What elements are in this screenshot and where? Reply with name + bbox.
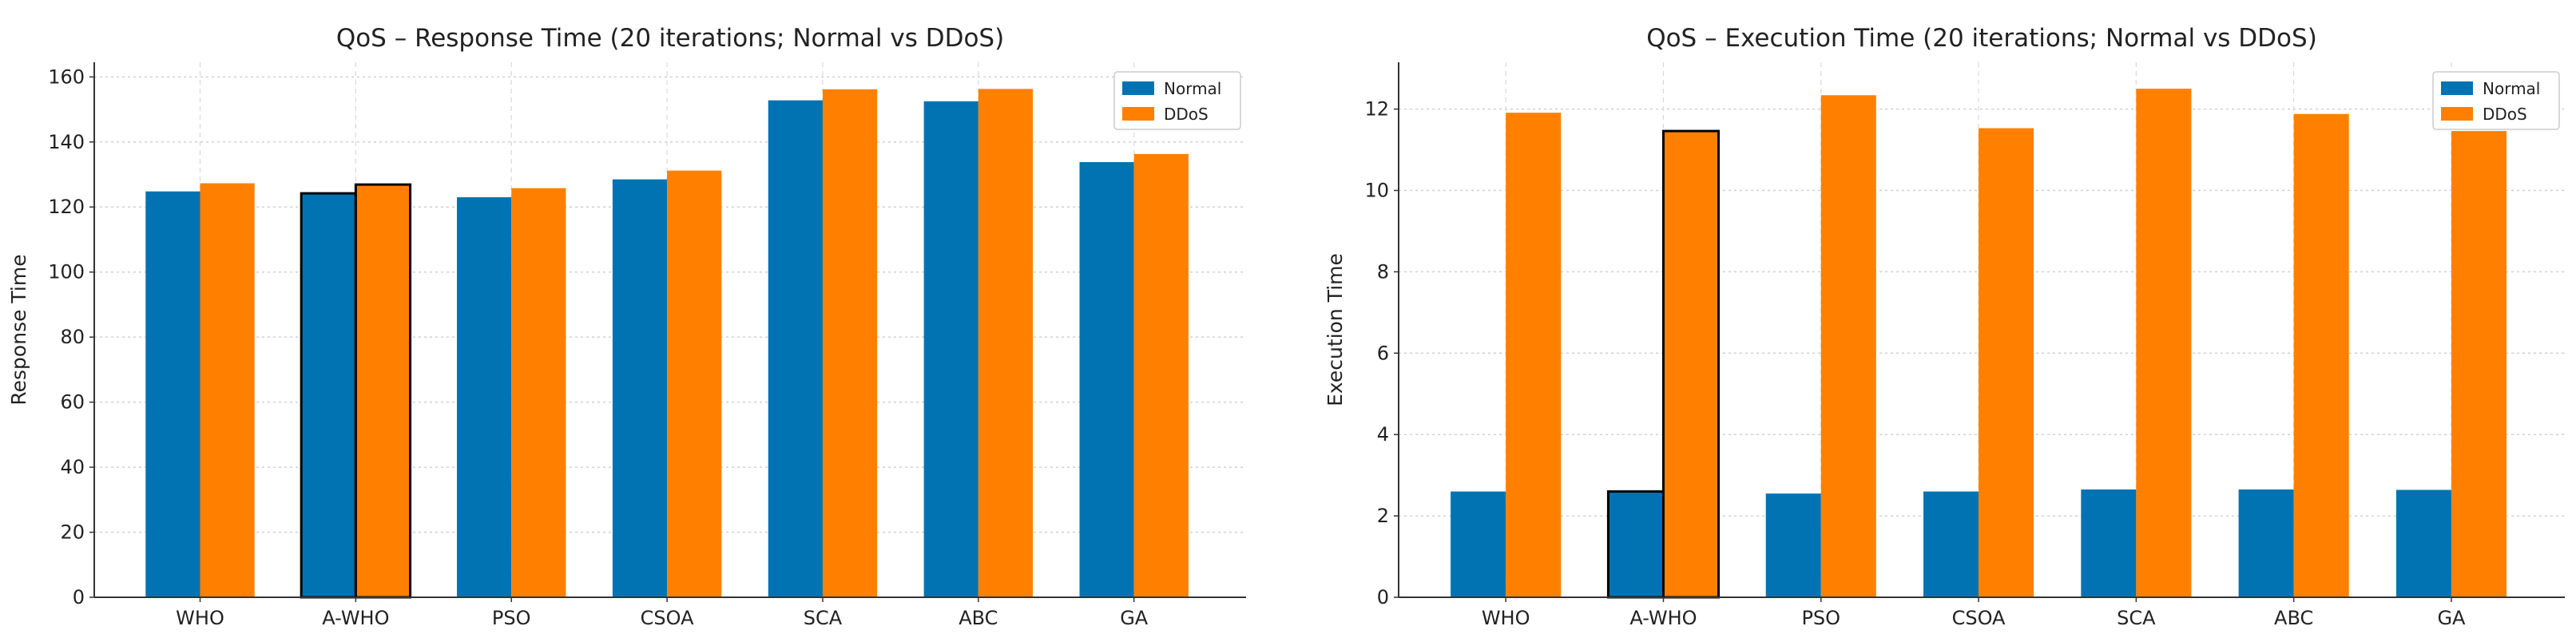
- bar-normal-pso: [1765, 493, 1821, 597]
- bar-ddos-sca: [822, 89, 878, 597]
- y-tick-label: 6: [1377, 342, 1389, 364]
- x-tick-label: CSOA: [641, 607, 694, 629]
- x-tick-label: PSO: [492, 607, 531, 629]
- bar-normal-sca: [768, 100, 823, 597]
- bar-normal-abc: [2238, 489, 2294, 597]
- bar-ddos-csoa: [1979, 128, 2034, 597]
- x-tick-label: WHO: [176, 607, 224, 629]
- y-tick-label: 0: [73, 586, 85, 608]
- x-tick-label: SCA: [804, 607, 843, 629]
- bar-ddos-who: [1506, 113, 1562, 597]
- legend-swatch-normal: [2441, 81, 2473, 95]
- bar-normal-abc: [923, 101, 978, 598]
- bar-ddos-a-who: [1661, 129, 1721, 599]
- chart-title: QoS – Execution Time (20 iterations; Nor…: [1646, 24, 2317, 53]
- y-tick-label: 40: [60, 456, 85, 478]
- y-tick-label: 140: [48, 131, 85, 153]
- bar-normal-pso: [457, 197, 512, 598]
- y-tick-label: 10: [1364, 179, 1389, 201]
- legend-swatch-ddos: [1122, 107, 1154, 121]
- y-axis-label: Execution Time: [1324, 253, 1347, 406]
- bar-normal-ga: [2395, 489, 2451, 597]
- y-tick-label: 8: [1377, 260, 1389, 283]
- x-tick-label: WHO: [1482, 607, 1530, 629]
- x-tick-label: ABC: [959, 607, 998, 629]
- legend-label-ddos: DDoS: [2483, 105, 2527, 124]
- bar-normal-ga: [1079, 162, 1134, 597]
- bar-normal-csoa: [1923, 491, 1979, 597]
- y-tick-label: 0: [1377, 586, 1389, 608]
- chart-title: QoS – Response Time (20 iterations; Norm…: [336, 24, 1004, 53]
- bar-normal-who: [145, 191, 200, 597]
- x-tick-label: GA: [2437, 607, 2466, 629]
- legend-swatch-ddos: [2441, 107, 2473, 121]
- y-tick-label: 12: [1364, 98, 1389, 121]
- bar-normal-a-who: [300, 192, 357, 599]
- bar-ddos-sca: [2136, 89, 2192, 598]
- execution-time-chart: QoS – Execution Time (20 iterations; Nor…: [1324, 24, 2565, 629]
- x-tick-label: A-WHO: [1629, 607, 1697, 629]
- bar-normal-a-who: [1606, 490, 1665, 599]
- bar-ddos-abc: [978, 89, 1034, 597]
- x-tick-label: PSO: [1801, 607, 1840, 629]
- y-tick-label: 80: [60, 326, 85, 348]
- response-time-chart: QoS – Response Time (20 iterations; Norm…: [7, 24, 1246, 629]
- x-tick-label: GA: [1120, 607, 1149, 629]
- legend: Normal DDoS: [1113, 71, 1241, 130]
- bar-ddos-abc: [2293, 113, 2349, 598]
- bar-ddos-pso: [1820, 95, 1876, 597]
- y-tick-label: 120: [48, 196, 85, 218]
- bar-ddos-ga: [1133, 153, 1189, 597]
- bar-ddos-pso: [511, 188, 566, 597]
- legend-label-normal: Normal: [1164, 79, 1221, 98]
- bar-normal-who: [1451, 491, 1506, 597]
- y-tick-label: 20: [60, 521, 85, 544]
- x-tick-label: SCA: [2117, 607, 2156, 629]
- y-tick-label: 4: [1377, 423, 1389, 446]
- x-tick-label: CSOA: [1952, 607, 2006, 629]
- x-tick-label: ABC: [2274, 607, 2313, 629]
- legend-swatch-normal: [1122, 81, 1154, 95]
- legend: Normal DDoS: [2432, 71, 2560, 130]
- bar-ddos-ga: [2451, 131, 2507, 598]
- bar-normal-csoa: [612, 179, 668, 597]
- legend-label-ddos: DDoS: [1164, 105, 1209, 124]
- bar-normal-sca: [2081, 489, 2137, 597]
- bar-ddos-who: [200, 183, 255, 597]
- y-tick-label: 100: [48, 261, 85, 283]
- x-tick-label: A-WHO: [322, 607, 389, 629]
- bar-ddos-csoa: [667, 170, 722, 598]
- bar-ddos-a-who: [354, 183, 412, 599]
- y-tick-label: 60: [60, 391, 85, 414]
- y-axis-label: Response Time: [7, 254, 30, 405]
- y-tick-label: 2: [1377, 505, 1389, 527]
- y-tick-label: 160: [48, 65, 85, 88]
- legend-label-normal: Normal: [2483, 79, 2540, 98]
